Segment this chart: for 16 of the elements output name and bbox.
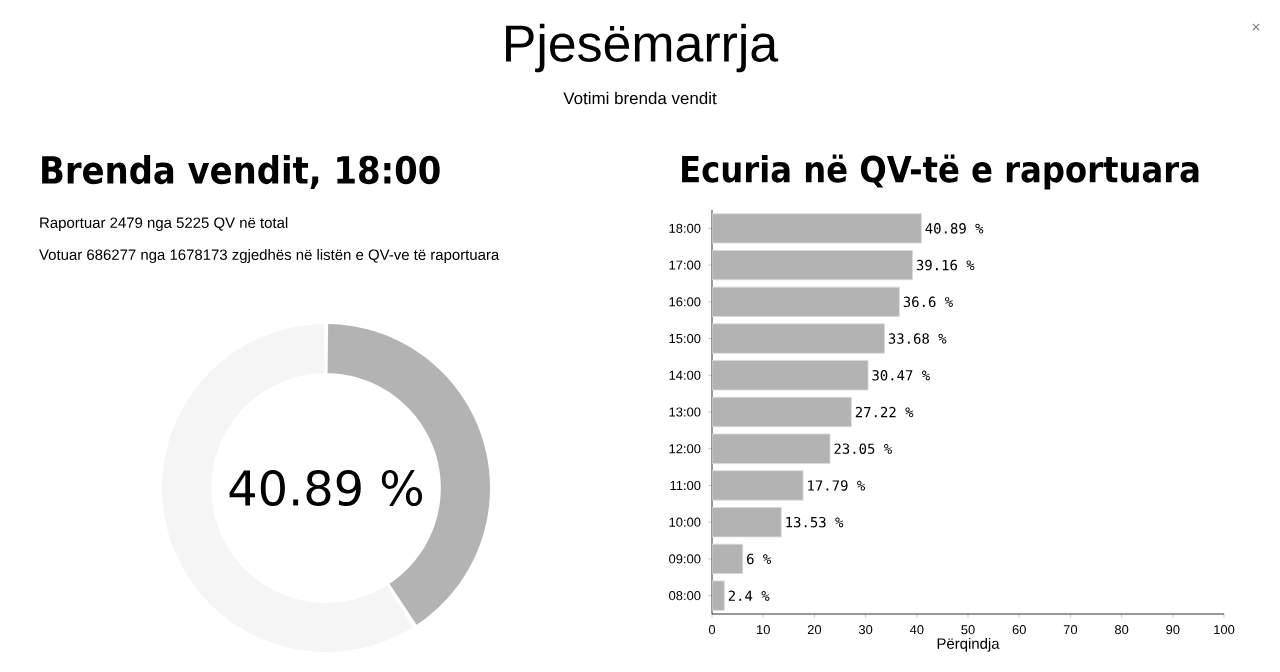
bar: [712, 433, 831, 464]
bar: [712, 470, 804, 501]
bar: [712, 323, 885, 354]
bar: [712, 250, 913, 281]
bar: [712, 286, 900, 317]
bar: [712, 507, 782, 538]
bar: [712, 543, 744, 574]
text: Pjesëmarrja: [506, 23, 779, 73]
bar: [712, 213, 922, 244]
bar: [712, 580, 725, 611]
text: Votimi brenda vendit: [563, 91, 717, 105]
text: 40.89 %: [229, 469, 423, 507]
bar: [712, 396, 852, 428]
bar: [712, 360, 869, 391]
chart-title: Brenda vendit, 18:00: [42, 155, 440, 189]
chart-title: Ecuria në QV-të e raportuara: [682, 154, 1199, 190]
